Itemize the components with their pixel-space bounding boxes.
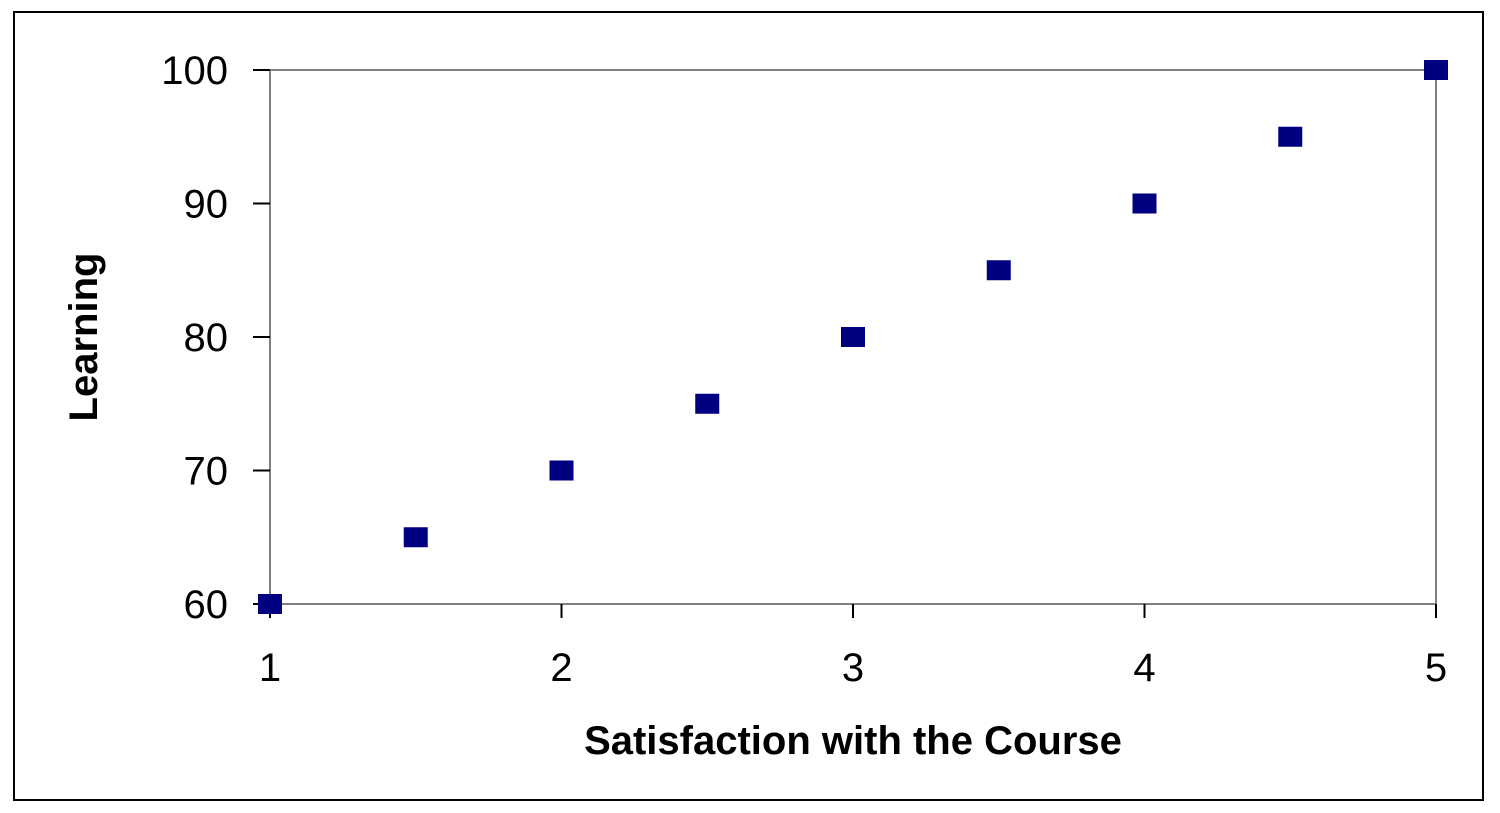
x-tick-label: 1 [259, 646, 281, 690]
y-tick-label: 100 [161, 49, 228, 93]
data-point [403, 527, 428, 548]
data-point [258, 594, 282, 614]
y-axis: 60 70 80 90 100 [161, 49, 270, 627]
y-axis-title: Learning [62, 253, 106, 422]
data-point [841, 327, 865, 347]
x-axis-title: Satisfaction with the Course [584, 719, 1122, 763]
y-tick-label: 90 [184, 183, 229, 227]
y-tick-label: 70 [184, 450, 229, 494]
data-point [1132, 193, 1157, 214]
x-axis: 1 2 3 4 5 [259, 604, 1447, 690]
data-point [1278, 126, 1303, 147]
y-tick-label: 60 [184, 583, 229, 627]
x-tick-label: 4 [1133, 646, 1155, 690]
data-point [695, 393, 720, 414]
x-tick-label: 2 [550, 646, 572, 690]
x-tick-label: 3 [842, 646, 864, 690]
x-tick-label: 5 [1425, 646, 1447, 690]
data-point [1424, 60, 1448, 80]
y-tick-label: 80 [184, 316, 229, 360]
data-points [258, 60, 1448, 614]
data-point [986, 260, 1011, 281]
data-point [549, 460, 574, 481]
